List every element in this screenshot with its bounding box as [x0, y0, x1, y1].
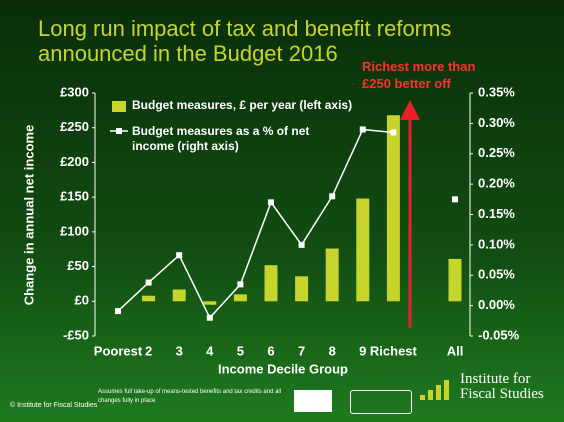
- bar: [203, 301, 217, 305]
- y2-tick-label: 0.35%: [478, 84, 515, 99]
- x-tick-label: 8: [329, 343, 336, 358]
- line-marker: [329, 193, 336, 200]
- y2-tick-label: 0.20%: [478, 176, 515, 191]
- logo-bar: [428, 390, 433, 400]
- logo-bar: [420, 395, 425, 400]
- bar: [295, 276, 309, 302]
- line-marker: [298, 241, 305, 248]
- y2-tick-label: 0.00%: [478, 297, 515, 312]
- logo-bar: [444, 380, 449, 400]
- annotation: Richest more than £250 better off: [362, 59, 476, 91]
- logo-cpp: [350, 390, 412, 414]
- bar: [172, 289, 186, 302]
- y2-tick-label: -0.05%: [478, 327, 520, 342]
- y2-tick-label: 0.25%: [478, 145, 515, 160]
- bar: [386, 115, 400, 302]
- y-tick-label: £100: [60, 223, 89, 238]
- x-axis-label: Income Decile Group: [218, 361, 348, 376]
- y2-tick-label: 0.30%: [478, 115, 515, 130]
- line-marker: [176, 252, 183, 259]
- bar: [264, 265, 278, 302]
- line-marker: [145, 279, 152, 286]
- y2-tick-label: 0.05%: [478, 267, 515, 282]
- bar: [448, 258, 462, 302]
- legend-entry: Budget measures as a % of net income (ri…: [132, 124, 310, 153]
- line-marker: [206, 314, 213, 321]
- legend-swatch: [116, 128, 122, 134]
- line-marker: [237, 281, 244, 288]
- y2-tick-label: 0.10%: [478, 236, 515, 251]
- line: [117, 128, 394, 320]
- y-tick-label: £150: [60, 189, 89, 204]
- annotation-arrowhead: [400, 100, 420, 120]
- legend-entry: Budget measures, £ per year (left axis): [132, 98, 353, 112]
- line-marker: [452, 196, 458, 203]
- y2-tick-label: 0.15%: [478, 206, 515, 221]
- footnote: Assumes full take-up of means-tested ben…: [98, 389, 282, 404]
- x-tick-label: Poorest: [94, 343, 143, 358]
- x-tick-label: 6: [267, 343, 274, 358]
- x-tick-label: 5: [237, 343, 244, 358]
- logo-esrc: [294, 390, 332, 412]
- legend-swatch: [112, 101, 126, 112]
- line-marker: [390, 129, 397, 136]
- x-tick-label: 9: [359, 343, 366, 358]
- logo-bar: [436, 385, 441, 400]
- y-axis-label: Change in annual net income: [21, 125, 36, 306]
- chart-title: Long run impact of tax and benefit refor…: [38, 16, 452, 66]
- y-tick-label: £50: [67, 258, 89, 273]
- bar: [325, 248, 339, 302]
- y-tick-label: £200: [60, 154, 89, 169]
- logo: Institute for Fiscal Studies: [460, 371, 544, 402]
- copyright: © Institute for Fiscal Studies: [10, 402, 98, 409]
- x-tick-label: 7: [298, 343, 305, 358]
- x-tick-label: 2: [145, 343, 152, 358]
- bar: [356, 198, 370, 302]
- bar: [142, 295, 156, 302]
- x-tick-label: 4: [206, 343, 214, 358]
- y-tick-label: £0: [75, 293, 89, 308]
- line-marker: [268, 199, 274, 206]
- line-marker: [359, 126, 366, 133]
- y-tick-label: -£50: [63, 327, 89, 342]
- line-marker: [115, 308, 121, 315]
- x-tick-label: All: [447, 343, 464, 358]
- bar: [233, 294, 247, 302]
- x-tick-label: 3: [176, 343, 183, 358]
- x-tick-label: Richest: [370, 343, 418, 358]
- y-tick-label: £250: [60, 119, 89, 134]
- y-tick-label: £300: [60, 84, 89, 99]
